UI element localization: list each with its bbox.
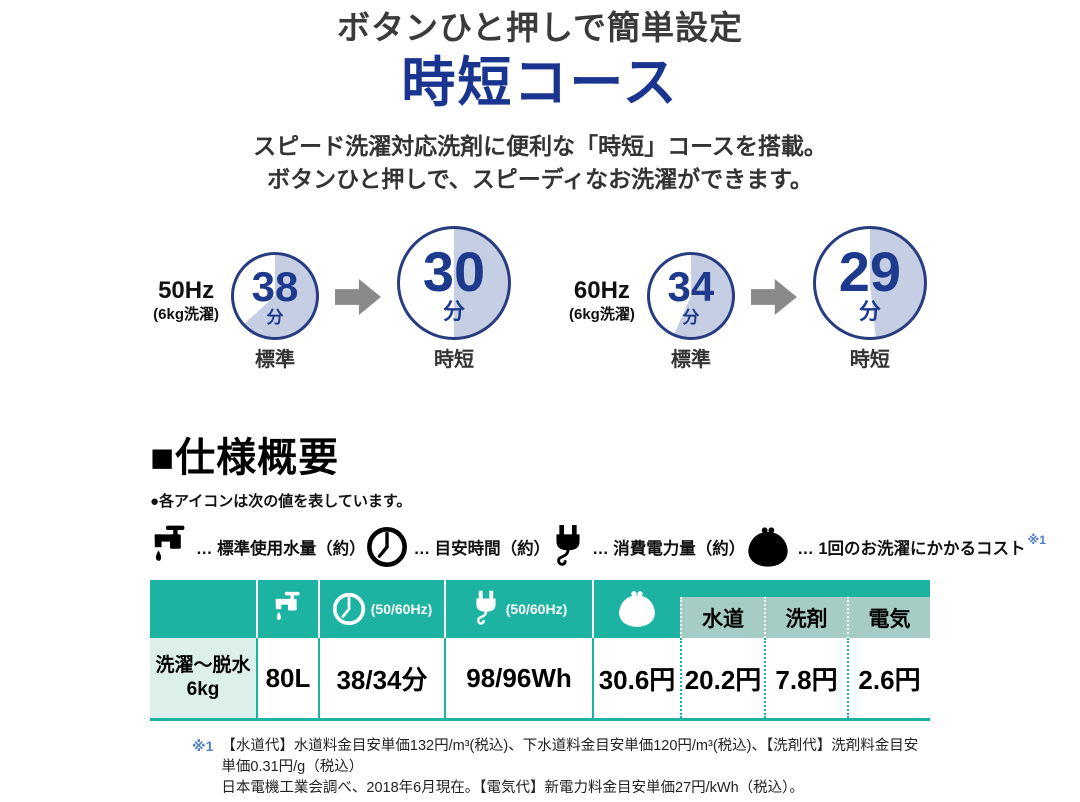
- description-line-1: スピード洗濯対応洗剤に便利な「時短」コースを搭載。: [253, 133, 827, 159]
- header-cell-cost: [592, 580, 680, 638]
- pie-standard-50hz: 38 分: [231, 252, 319, 340]
- cell-cost-water: 20.2円: [680, 638, 764, 718]
- header-cell-time: (50/60Hz): [318, 580, 444, 638]
- frequency-label-50hz: 50Hz (6kg洗濯): [153, 277, 219, 325]
- standard-pie-column-50hz: 38 分 標準: [231, 252, 319, 372]
- standard-pie-column-60hz: 34 分 標準: [646, 252, 735, 372]
- description-line-2: ボタンひと押しで、スピーディなお洗濯ができます。: [267, 166, 813, 192]
- cell-cost-total: 30.6円: [592, 638, 680, 718]
- cell-time: 38/34分: [318, 638, 444, 718]
- legend-item-cost: … 1回のお洗濯にかかるコスト ※1: [745, 526, 1046, 568]
- pie-quick-50hz: 30 分: [397, 226, 511, 340]
- purse-icon: [748, 527, 788, 567]
- footnote-line-1: 【水道代】水道料金目安単価132円/m³(税込)、下水道料金目安単価120円/m…: [221, 738, 919, 775]
- pie-minutes-unit: 分: [682, 308, 700, 327]
- header-cell-cost-electric: 電気: [847, 580, 930, 638]
- icon-legend: … 標準使用水量（約） … 目安時間（約） … 消費電力量（約）: [150, 522, 1046, 572]
- spec-note: ●各アイコンは次の値を表しています。: [150, 493, 412, 510]
- faucet-icon: [154, 525, 185, 561]
- plug-icon: [556, 525, 580, 566]
- quick-pie-column-50hz: 30 分 時短: [397, 226, 511, 372]
- pie-minutes-value: 34: [667, 263, 715, 310]
- chart-group-50hz: 50Hz (6kg洗濯) 38 分 標準 30 分 時短: [153, 226, 511, 372]
- legend-label: … 標準使用水量（約）: [196, 540, 366, 558]
- purse-icon: [619, 591, 655, 627]
- pie-caption-quick: 時短: [434, 349, 474, 371]
- right-arrow-icon: [750, 279, 797, 315]
- frequency-label-60hz: 60Hz (6kg洗濯): [569, 277, 635, 325]
- pie-minutes-value: 29: [838, 239, 901, 303]
- cost-column-label: 水道: [680, 597, 764, 638]
- pie-standard-60hz: 34 分: [646, 252, 735, 340]
- plug-hz-suffix: (50/60Hz): [505, 601, 568, 617]
- header-cell-power: (50/60Hz): [444, 580, 592, 638]
- pie-minutes-unit: 分: [442, 298, 465, 324]
- row-label-line-2: 6kg: [186, 679, 220, 700]
- legend-label: … 消費電力量（約）: [592, 540, 746, 558]
- chart-group-60hz: 60Hz (6kg洗濯) 34 分 標準 29 分 時短: [569, 226, 927, 372]
- spec-table-header: (50/60Hz) (50/60Hz): [150, 580, 930, 638]
- footnote-text: 【水道代】水道料金目安単価132円/m³(税込)、下水道料金目安単価120円/m…: [221, 736, 930, 799]
- cost-column-label: 洗剤: [764, 597, 847, 638]
- page-title: 時短コース: [401, 53, 679, 113]
- right-arrow-icon: [335, 279, 381, 315]
- spec-heading: ■仕様概要: [150, 436, 340, 480]
- legend-label: … 1回のお洗濯にかかるコスト: [797, 540, 1026, 558]
- plug-icon: [476, 590, 496, 625]
- pie-minutes-value: 30: [422, 239, 486, 303]
- spec-section: ■仕様概要 ●各アイコンは次の値を表しています。 … 標準使用水量（約）: [150, 434, 1046, 799]
- cell-cost-electric: 2.6円: [847, 638, 930, 718]
- faucet-icon: [275, 591, 300, 621]
- cell-water-amount: 80L: [256, 638, 318, 718]
- pie-caption-quick: 時短: [849, 349, 890, 371]
- legend-item-water: … 標準使用水量（約）: [150, 524, 366, 570]
- time-comparison-charts: 50Hz (6kg洗濯) 38 分 標準 30 分 時短 60H: [0, 206, 1080, 372]
- cell-cost-detergent: 7.8円: [764, 638, 847, 718]
- frequency-condition: (6kg洗濯): [569, 306, 635, 323]
- spec-table: (50/60Hz) (50/60Hz): [150, 580, 930, 721]
- frequency-value: 50Hz: [158, 277, 215, 304]
- clock-icon: [332, 592, 365, 626]
- page-description: スピード洗濯対応洗剤に便利な「時短」コースを搭載。 ボタンひと押しで、スピーディ…: [0, 130, 1080, 196]
- quick-pie-column-60hz: 29 分 時短: [812, 226, 927, 372]
- legend-item-time: … 目安時間（約）: [366, 526, 551, 568]
- footnote-line-2: 日本電機工業会調べ、2018年6月現在。【電気代】新電力料金目安単価27円/kW…: [221, 780, 804, 796]
- header-cell-cost-water: 水道: [680, 580, 764, 638]
- pie-minutes-unit: 分: [266, 308, 284, 327]
- header-cell-cost-detergent: 洗剤: [764, 580, 847, 638]
- pie-minutes-unit: 分: [858, 298, 881, 324]
- frequency-condition: (6kg洗濯): [153, 306, 219, 323]
- footnote: ※1 【水道代】水道料金目安単価132円/m³(税込)、下水道料金目安単価120…: [150, 736, 930, 799]
- frequency-value: 60Hz: [573, 277, 630, 304]
- header-cell-empty: [150, 580, 256, 638]
- clock-hz-suffix: (50/60Hz): [370, 601, 433, 617]
- pie-caption-standard: 標準: [255, 349, 295, 371]
- header-cell-water: [256, 580, 318, 638]
- cell-power: 98/96Wh: [444, 638, 592, 718]
- spec-table-row: 洗濯～脱水 6kg 80L 38/34分 98/96Wh 30.6円 20.2円…: [150, 638, 930, 718]
- pie-minutes-value: 38: [251, 263, 299, 310]
- pie-caption-standard: 標準: [670, 349, 711, 371]
- page-subtitle: ボタンひと押しで簡単設定: [336, 9, 744, 46]
- cost-column-label: 電気: [847, 597, 930, 638]
- pie-quick-60hz: 29 分: [812, 226, 927, 340]
- clock-icon: [366, 527, 407, 567]
- footnote-reference: ※1: [1027, 533, 1046, 547]
- legend-label: … 目安時間（約）: [413, 540, 551, 558]
- row-label: 洗濯～脱水 6kg: [150, 638, 256, 718]
- footnote-ref: ※1: [192, 738, 214, 754]
- legend-item-power: … 消費電力量（約）: [550, 524, 745, 570]
- row-label-line-1: 洗濯～脱水: [155, 655, 251, 676]
